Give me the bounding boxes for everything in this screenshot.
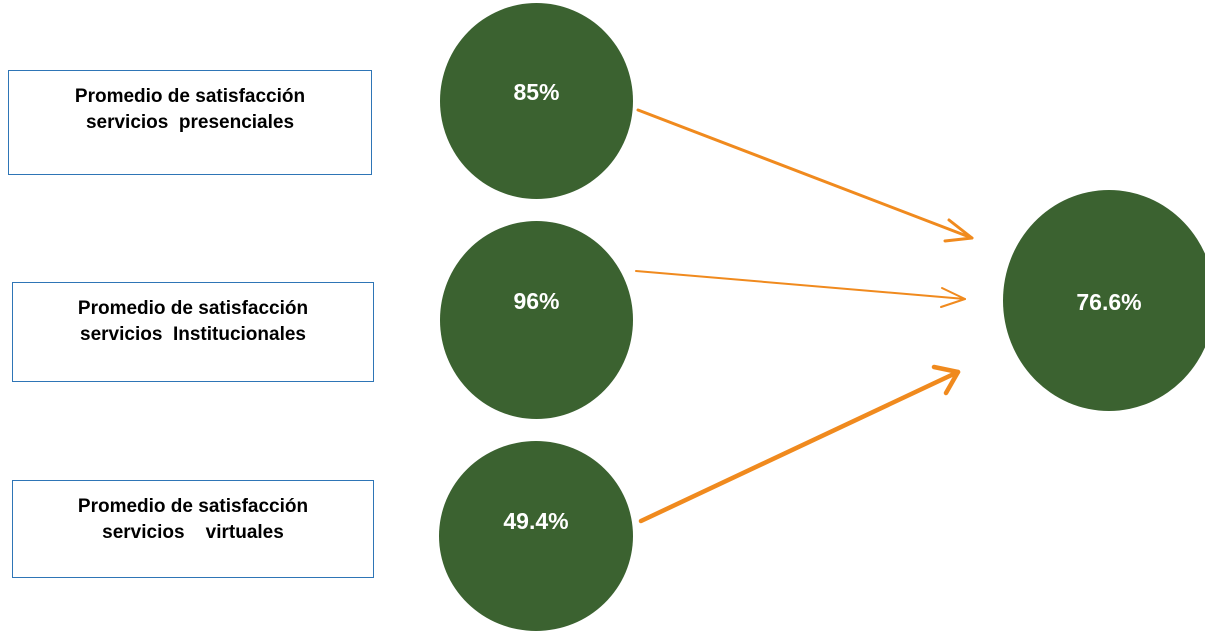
arrowhead-presenciales [943, 218, 974, 243]
value-virtuales: 49.4% [503, 508, 569, 534]
arrowhead-virtuales [931, 364, 961, 396]
label-box-presenciales: Promedio de satisfacción servicios prese… [8, 70, 372, 175]
value-institucionales: 96% [513, 288, 560, 314]
label-line-2: servicios virtuales [102, 522, 284, 543]
value-presenciales: 85% [513, 79, 560, 105]
arrow-institucionales [635, 270, 966, 300]
value-circle-presenciales: 85% [440, 3, 633, 199]
label-box-virtuales: Promedio de satisfacción servicios virtu… [12, 480, 374, 578]
result-value: 76.6% [1076, 289, 1142, 315]
arrowhead-institucionales [940, 287, 966, 308]
label-line-2: servicios presenciales [85, 112, 295, 133]
label-box-institucionales: Promedio de satisfacción servicios Insti… [12, 282, 374, 382]
arrow-presenciales [636, 108, 974, 240]
result-circle: 76.6% [1003, 190, 1205, 411]
value-circle-institucionales: 96% [440, 221, 633, 419]
label-line-1: Promedio de satisfacción [77, 496, 309, 517]
label-line-1: Promedio de satisfacción [74, 86, 306, 107]
arrow-virtuales [638, 369, 961, 524]
value-circle-virtuales: 49.4% [439, 441, 633, 631]
label-line-2: servicios Institucionales [80, 324, 306, 345]
label-line-1: Promedio de satisfacción [77, 298, 309, 319]
